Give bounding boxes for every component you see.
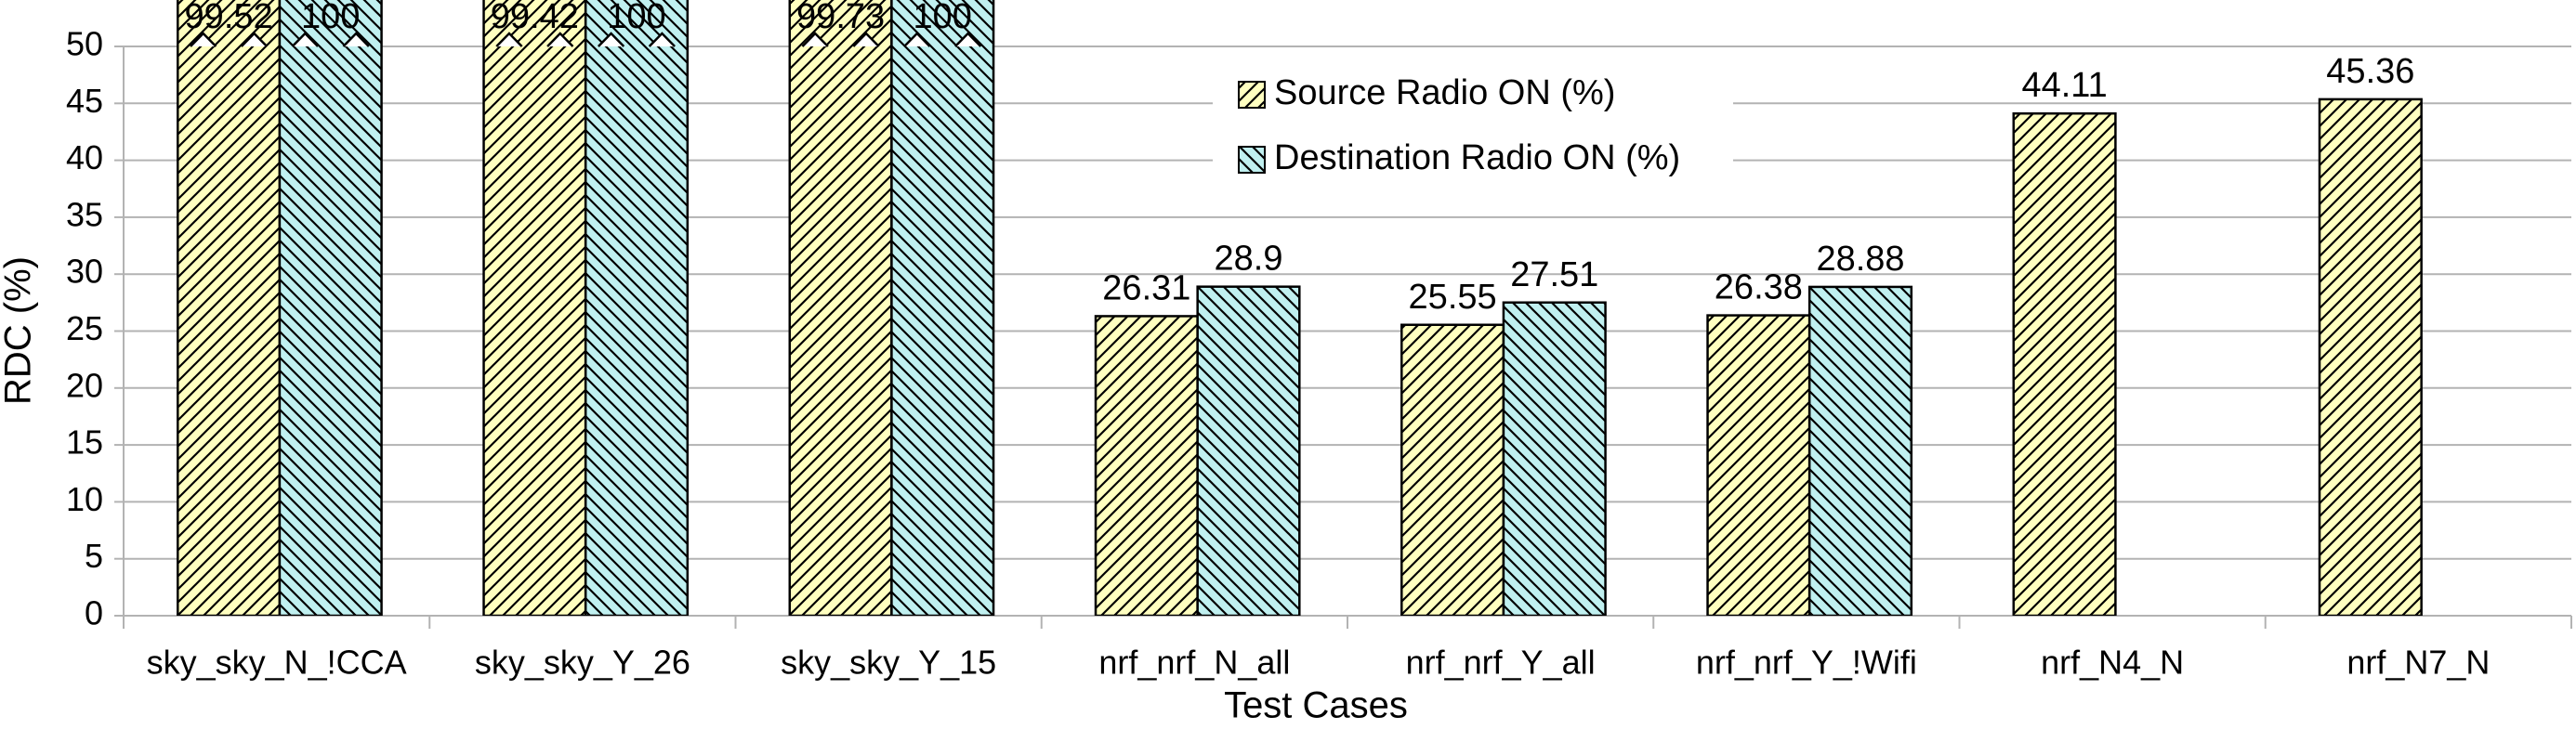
value-label: 44.11 [2021,66,2107,105]
break-mark [495,32,574,47]
legend-box [1213,67,1733,188]
bar [177,0,282,616]
bar [584,0,690,616]
x-tick-label: nrf_nrf_Y_!Wifi [1696,644,1917,682]
value-label: 100 [301,0,360,36]
y-tick-label: 0 [85,594,103,632]
break-mark [597,32,676,47]
break-mark [801,32,880,47]
y-tick-label: 45 [66,82,103,120]
break-mark [903,32,982,47]
y-tick-label: 15 [66,423,103,462]
y-tick-label: 40 [66,138,103,176]
x-tick-label: nrf_nrf_N_all [1098,644,1290,682]
y-axis-title: RDC (%) [0,256,39,405]
value-label: 25.55 [1409,278,1497,317]
x-tick-label: sky_sky_N_!CCA [147,644,407,682]
value-label: 28.9 [1215,240,1283,279]
y-tick-label: 10 [66,480,103,518]
x-tick-label: nrf_nrf_Y_all [1406,644,1596,682]
bar [1094,315,1199,616]
break-mark [190,32,269,47]
break-mark [291,32,370,47]
y-tick-label: 30 [66,253,103,291]
x-tick-label: nrf_N7_N [2346,644,2490,682]
value-label: 27.51 [1510,255,1598,294]
value-label: 100 [607,0,665,36]
bar [1196,285,1301,616]
bar [890,0,995,616]
legend-swatch [1238,146,1266,174]
y-tick-label: 5 [85,537,103,575]
value-label: 99.73 [796,0,885,36]
legend-label: Source Radio ON (%) [1274,73,1615,112]
value-label: 26.31 [1102,268,1190,307]
value-labels: 99.52 100 99.42 100 99.73 100 26.31 28.9 25.55 27… [185,0,2415,317]
y-tick-label: 50 [66,25,103,63]
bar [2318,98,2423,616]
value-label: 100 [913,0,972,36]
bar [2012,111,2117,616]
y-tick-label: 20 [66,366,103,404]
bar [278,0,383,616]
value-label: 26.38 [1715,268,1803,307]
x-tick-label: sky_sky_Y_26 [475,644,690,682]
bar [1706,314,1811,616]
value-label: 99.42 [491,0,579,36]
plot-area [177,0,2423,616]
bar [788,0,893,616]
bar [1807,285,1913,616]
legend-label: Destination Radio ON (%) [1274,138,1680,177]
value-label: 99.52 [185,0,273,36]
bar [1502,301,1607,616]
x-tick-label: nrf_N4_N [2041,644,2184,682]
value-label: 28.88 [1816,240,1904,279]
x-tick-label: sky_sky_Y_15 [781,644,996,682]
y-tick-label: 35 [66,195,103,233]
y-tick-label: 25 [66,309,103,347]
value-label: 45.36 [2326,52,2414,91]
legend-swatch [1238,81,1266,109]
bar [482,0,587,616]
bar [1400,323,1505,616]
x-axis-title: Test Cases [1224,685,1408,726]
